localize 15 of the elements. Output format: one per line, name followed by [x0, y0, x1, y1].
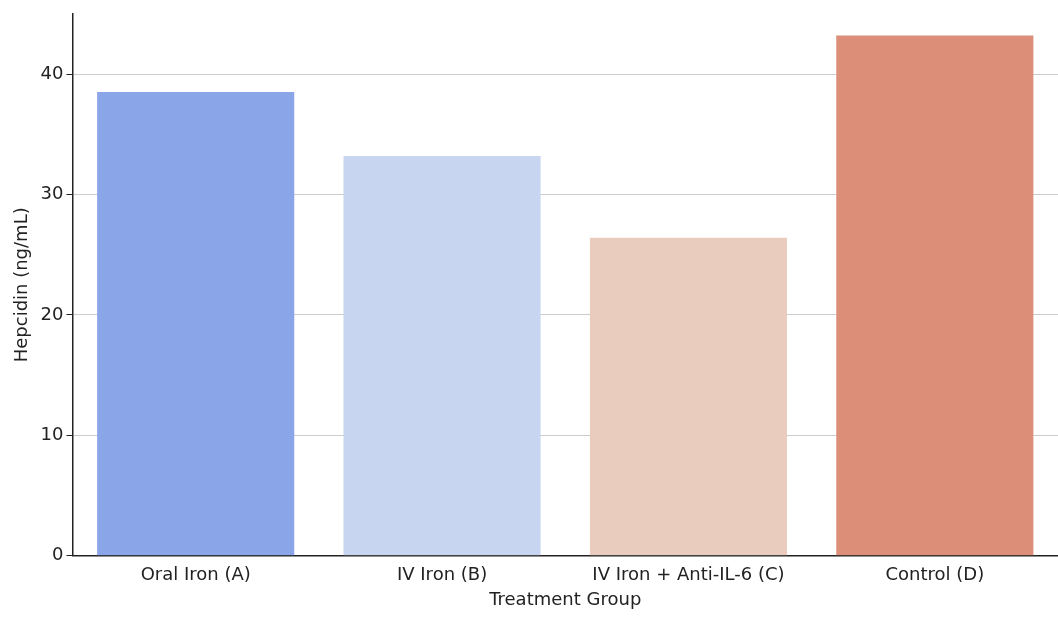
y-tick-label: 30	[40, 182, 64, 204]
x-tick-label: Oral Iron (A)	[140, 563, 251, 585]
y-tick-label: 0	[52, 543, 64, 565]
bar	[836, 35, 1034, 556]
x-tick-label: Control (D)	[885, 563, 985, 585]
x-tick-label: IV Iron (B)	[396, 563, 488, 585]
bar	[97, 92, 295, 556]
x-axis-title: Treatment Group	[488, 587, 642, 609]
bar	[589, 237, 787, 556]
y-tick-label: 10	[40, 423, 64, 445]
y-axis-title: Hepcidin (ng/mL)	[10, 207, 32, 363]
bar	[343, 155, 541, 556]
y-tick-label: 40	[40, 61, 64, 83]
y-tick-label: 20	[40, 302, 64, 324]
x-tick-label: IV Iron + Anti-IL-6 (C)	[592, 563, 785, 585]
